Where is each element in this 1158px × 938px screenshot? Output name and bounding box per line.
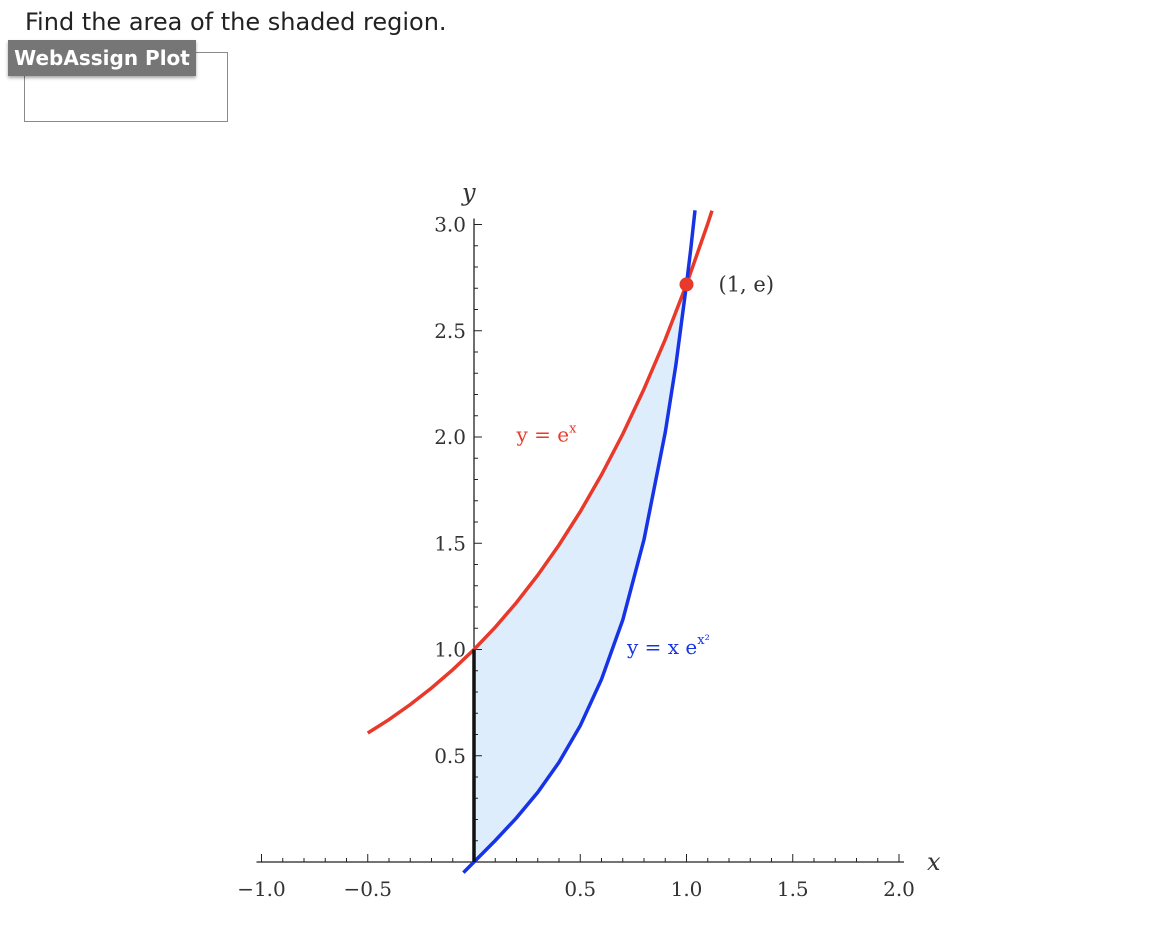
y-tick-label: 1.5 bbox=[434, 531, 466, 555]
y-tick-label: 0.5 bbox=[434, 744, 466, 768]
series-label-exp: y = ex bbox=[516, 421, 578, 446]
series-label-xexpx2: y = x ex² bbox=[626, 633, 710, 659]
intersection-point bbox=[679, 277, 694, 292]
y-tick-label: 3.0 bbox=[434, 213, 466, 237]
x-tick-label: −0.5 bbox=[343, 877, 392, 901]
x-tick-label: 2.0 bbox=[883, 877, 915, 901]
x-axis-label: x bbox=[927, 848, 941, 876]
question-text: Find the area of the shaded region. bbox=[25, 8, 447, 36]
x-tick-label: 1.0 bbox=[671, 877, 703, 901]
series-label-exp-base: y = e bbox=[516, 422, 570, 446]
webassign-plot-tab[interactable]: WebAssign Plot bbox=[8, 40, 196, 76]
y-tick-label: 2.0 bbox=[434, 425, 466, 449]
series-line-xexpx2 bbox=[462, 210, 697, 874]
series-line-exp bbox=[366, 210, 714, 735]
axes: −1.0 −0.5 0.5 1.0 1.5 2.0 0.5 1.0 1.5 2.0 2.5 3.0 bbox=[237, 213, 915, 902]
x-tick-label: −1.0 bbox=[237, 877, 286, 901]
shaded-region bbox=[474, 284, 687, 862]
x-tick-label: 0.5 bbox=[564, 877, 596, 901]
y-axis-label: y bbox=[461, 179, 476, 207]
x-tick-label: 1.5 bbox=[777, 877, 809, 901]
series-label-exp-exponent: x bbox=[569, 421, 577, 436]
y-tick-label: 2.5 bbox=[434, 319, 466, 343]
intersection-point-label: (1, e) bbox=[719, 272, 775, 296]
series-label-xexpx2-exponent: x² bbox=[697, 633, 710, 648]
y-tick-label: 1.0 bbox=[434, 638, 466, 662]
series-label-xexpx2-base: y = x e bbox=[626, 635, 697, 659]
